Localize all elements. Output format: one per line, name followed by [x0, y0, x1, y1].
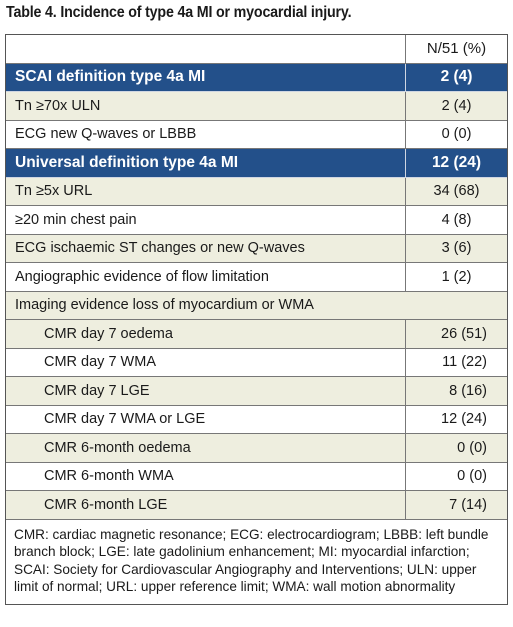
table-row: CMR 6-month WMA 0 (0)	[6, 462, 507, 491]
row-label: Angiographic evidence of flow limitation	[6, 263, 406, 291]
row-value: 11 (22)	[442, 354, 487, 371]
row-label: CMR 6-month WMA	[6, 462, 406, 490]
row-label: ECG new Q-waves or LBBB	[6, 120, 406, 148]
table-row: CMR day 7 LGE 8 (16)	[6, 377, 507, 406]
row-value: 1 (2)	[441, 268, 472, 285]
row-value: 4 (8)	[441, 211, 472, 228]
table-row-scai-section: SCAI definition type 4a MI 2 (4)	[6, 63, 507, 92]
table-row: ≥20 min chest pain 4 (8)	[6, 206, 507, 235]
table-row-universal-section: Universal definition type 4a MI 12 (24)	[6, 149, 507, 178]
header-value-cell: N/51 (%)	[426, 40, 487, 58]
row-value: 7 (14)	[449, 496, 487, 513]
table-row-imaging-group: Imaging evidence loss of myocardium or W…	[6, 291, 507, 320]
row-value: 26 (51)	[441, 325, 487, 342]
table-row: Tn ≥5x URL 34 (68)	[6, 177, 507, 206]
row-value: 0 (0)	[457, 468, 487, 485]
row-label: ECG ischaemic ST changes or new Q-waves	[6, 234, 406, 262]
row-value: 0 (0)	[457, 439, 487, 456]
incidence-table: N/51 (%) SCAI definition type 4a MI 2 (4…	[5, 34, 508, 605]
row-value: 12 (24)	[431, 153, 482, 171]
table-row: CMR day 7 oedema 26 (51)	[6, 320, 507, 349]
row-label: ≥20 min chest pain	[6, 206, 406, 234]
row-value: 0 (0)	[441, 126, 472, 143]
table-row: ECG new Q-waves or LBBB 0 (0)	[6, 120, 507, 149]
row-value: 8 (16)	[449, 382, 487, 399]
row-value: 12 (24)	[441, 411, 487, 428]
row-label: Imaging evidence loss of myocardium or W…	[15, 297, 314, 314]
table-header-row: N/51 (%)	[6, 35, 507, 64]
table-row: CMR day 7 WMA or LGE 12 (24)	[6, 405, 507, 434]
row-label: CMR day 7 WMA	[6, 348, 406, 376]
table-row: Tn ≥70x ULN 2 (4)	[6, 92, 507, 121]
table-row: CMR 6-month LGE 7 (14)	[6, 491, 507, 520]
table-row: ECG ischaemic ST changes or new Q-waves …	[6, 234, 507, 263]
row-label: Universal definition type 4a MI	[6, 149, 406, 177]
row-value: 2 (4)	[440, 68, 473, 86]
row-label: CMR day 7 WMA or LGE	[6, 405, 406, 433]
row-value: 34 (68)	[433, 183, 480, 200]
row-label: Tn ≥70x ULN	[6, 92, 406, 120]
row-label: Tn ≥5x URL	[6, 177, 406, 205]
row-label: CMR day 7 LGE	[6, 377, 406, 405]
row-value: 2 (4)	[441, 97, 472, 114]
table-footnote: CMR: cardiac magnetic resonance; ECG: el…	[14, 526, 489, 595]
header-label-cell	[6, 35, 406, 63]
row-label: CMR 6-month oedema	[6, 434, 406, 462]
row-label: SCAI definition type 4a MI	[6, 63, 406, 91]
row-value: 3 (6)	[441, 240, 472, 257]
table-row: Angiographic evidence of flow limitation…	[6, 263, 507, 292]
table-title: Table 4. Incidence of type 4a MI or myoc…	[6, 4, 352, 21]
row-label: CMR day 7 oedema	[6, 320, 406, 348]
table-row: CMR 6-month oedema 0 (0)	[6, 434, 507, 463]
table-row: CMR day 7 WMA 11 (22)	[6, 348, 507, 377]
row-label: CMR 6-month LGE	[6, 491, 406, 519]
